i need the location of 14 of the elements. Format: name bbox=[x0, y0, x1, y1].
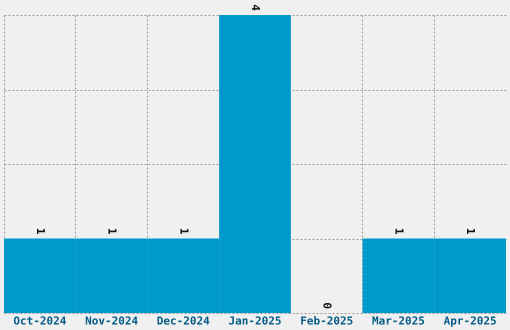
data-label: 1 bbox=[464, 228, 478, 235]
data-label: 4 bbox=[249, 4, 262, 12]
x-tick-label: Nov-2024 bbox=[85, 314, 138, 328]
x-tick-label: Apr-2025 bbox=[444, 314, 497, 328]
data-label: 1 bbox=[177, 228, 190, 235]
x-tick-label: Dec-2024 bbox=[156, 314, 210, 328]
x-tick-label: Oct-2024 bbox=[13, 314, 67, 328]
data-label: 1 bbox=[34, 228, 47, 235]
data-label: 1 bbox=[392, 228, 406, 235]
x-tick-label: Feb-2025 bbox=[300, 314, 354, 328]
x-tick-label: Jan-2025 bbox=[228, 314, 282, 328]
data-label: 0 bbox=[320, 302, 334, 309]
data-label: 1 bbox=[106, 228, 119, 235]
x-tick-label: Mar-2025 bbox=[372, 314, 425, 328]
